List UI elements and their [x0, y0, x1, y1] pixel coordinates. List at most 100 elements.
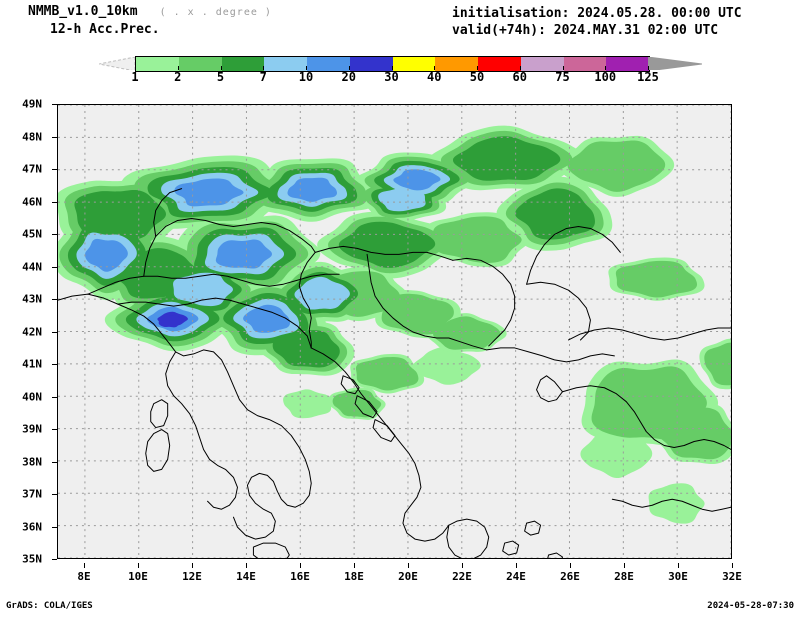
colorbar-tick-mark	[519, 66, 521, 70]
lat-label-35N: 35N	[22, 552, 42, 566]
lat-label-44N: 44N	[22, 260, 42, 273]
colorbar-segment-1	[135, 56, 179, 72]
colorbar-tick-mark	[135, 66, 136, 70]
colorbar-segment-20	[349, 56, 393, 72]
lon-label-14E: 14E	[236, 570, 256, 583]
lon-label-30E: 30E	[668, 570, 688, 583]
lat-tick	[52, 234, 57, 235]
colorbar-tick-mark	[605, 66, 607, 70]
lon-tick	[624, 563, 625, 568]
precip-contour	[85, 238, 128, 272]
precip-contour	[433, 216, 522, 263]
lat-tick	[52, 494, 57, 495]
precip-contour	[338, 221, 436, 268]
lon-tick	[732, 563, 733, 568]
colorbar-tick-20: 20	[341, 70, 356, 84]
lon-tick	[300, 563, 301, 568]
colorbar-tick-1: 1	[131, 70, 139, 84]
precip-contour	[393, 169, 441, 191]
lat-tick	[52, 461, 57, 463]
precipitation-contours	[58, 125, 731, 524]
lat-label-42N: 42N	[22, 325, 42, 338]
precip-contour	[452, 136, 561, 181]
header-right: initialisation: 2024.05.28. 00:00 UTC va…	[452, 5, 742, 39]
precip-contour	[567, 140, 666, 192]
colorbar-over-arrow-icon	[648, 56, 702, 70]
lon-tick	[678, 563, 679, 568]
colorbar-tick-mark	[177, 66, 179, 70]
colorbar-segment-2	[178, 56, 222, 72]
lon-tick	[408, 563, 409, 568]
lon-label-20E: 20E	[398, 570, 418, 583]
field-title: 12-h Acc.Prec.	[50, 22, 160, 37]
lat-label-36N: 36N	[22, 520, 42, 533]
lon-tick	[192, 563, 193, 568]
lon-tick	[246, 563, 247, 568]
colorbar-tick-mark	[263, 66, 265, 70]
lon-label-28E: 28E	[614, 570, 634, 583]
latitude-axis: 35N 36N 37N 38N 39N 40N 41N 42N 43N 44N 45N 46N 47N 4…	[0, 98, 57, 566]
precip-contour	[378, 188, 426, 212]
lon-label-16E: 16E	[290, 570, 310, 583]
colorbar-tick-mark	[648, 66, 649, 70]
colorbar-tick-mark	[391, 66, 393, 70]
longitude-axis: 8E 10E 12E 14E 16E 18E 20E 22E 24E 26E 28E 30E 32E	[57, 563, 742, 583]
colorbar-segment-60	[520, 56, 564, 72]
precip-contour	[433, 316, 501, 350]
lon-label-24E: 24E	[506, 570, 526, 583]
precip-contour	[412, 346, 481, 385]
precip-contour	[615, 260, 698, 298]
lon-label-12E: 12E	[182, 570, 202, 583]
lat-tick	[52, 201, 57, 203]
lon-label-10E: 10E	[128, 570, 148, 583]
lon-label-8E: 8E	[77, 570, 91, 583]
model-title: NMMB_v1.0_10km	[28, 4, 138, 19]
precip-contour	[174, 178, 244, 207]
lat-label-39N: 39N	[22, 422, 42, 436]
lat-tick	[52, 526, 57, 528]
colorbar-segment-50	[478, 56, 521, 72]
precip-contour	[657, 407, 731, 460]
colorbar-tick-7: 7	[259, 70, 267, 84]
colorbar-tick-75: 75	[555, 70, 570, 84]
lat-label-48N: 48N	[22, 130, 42, 143]
colorbar-tick-10: 10	[298, 70, 314, 84]
model-units: ( . x . degree )	[159, 7, 272, 18]
lon-label-26E: 26E	[560, 570, 580, 583]
lat-label-45N: 45N	[22, 227, 42, 241]
precip-contour	[355, 356, 419, 391]
valid-time-text: valid(+74h): 2024.MAY.31 02:00 UTC	[452, 23, 719, 38]
lon-tick	[84, 563, 85, 568]
lat-tick	[52, 136, 57, 138]
initialisation-text: initialisation: 2024.05.28. 00:00 UTC	[452, 6, 742, 21]
precip-contour	[215, 239, 272, 269]
colorbar-tick-125: 125	[637, 70, 659, 84]
colorbar-segment-40	[435, 56, 478, 72]
lat-label-49N: 49N	[22, 97, 42, 111]
footer-producer: GrADS: COLA/IGES	[6, 601, 93, 611]
colorbar-tick-labels: 1 2 5 7 10 20 30 40 50 60 75 100 125	[0, 66, 800, 84]
lat-label-40N: 40N	[22, 390, 42, 403]
colorbar-tick-mark	[562, 66, 564, 70]
colorbar-tick-40: 40	[427, 70, 442, 84]
precip-contour	[381, 293, 454, 335]
lat-tick	[52, 169, 57, 170]
precip-contour	[158, 314, 182, 328]
lat-label-47N: 47N	[22, 162, 42, 176]
colorbar-tick-100: 100	[594, 70, 617, 84]
lat-label-38N: 38N	[22, 455, 42, 468]
map-plot-area[interactable]	[57, 104, 732, 559]
precip-contour	[173, 272, 233, 307]
lat-label-37N: 37N	[22, 487, 42, 501]
lon-label-22E: 22E	[452, 570, 472, 583]
precip-contour	[243, 304, 290, 333]
colorbar-segment-7	[264, 56, 307, 72]
footer-timestamp: 2024-05-28-07:30	[707, 601, 794, 611]
colorbar-segment-10	[307, 56, 350, 72]
colorbar-tick-mark	[348, 66, 350, 70]
precip-contour	[580, 431, 653, 479]
lat-tick	[52, 331, 57, 333]
lon-tick	[570, 563, 571, 568]
colorbar-tick-2: 2	[174, 70, 182, 84]
colorbar-tick-5: 5	[216, 70, 225, 84]
